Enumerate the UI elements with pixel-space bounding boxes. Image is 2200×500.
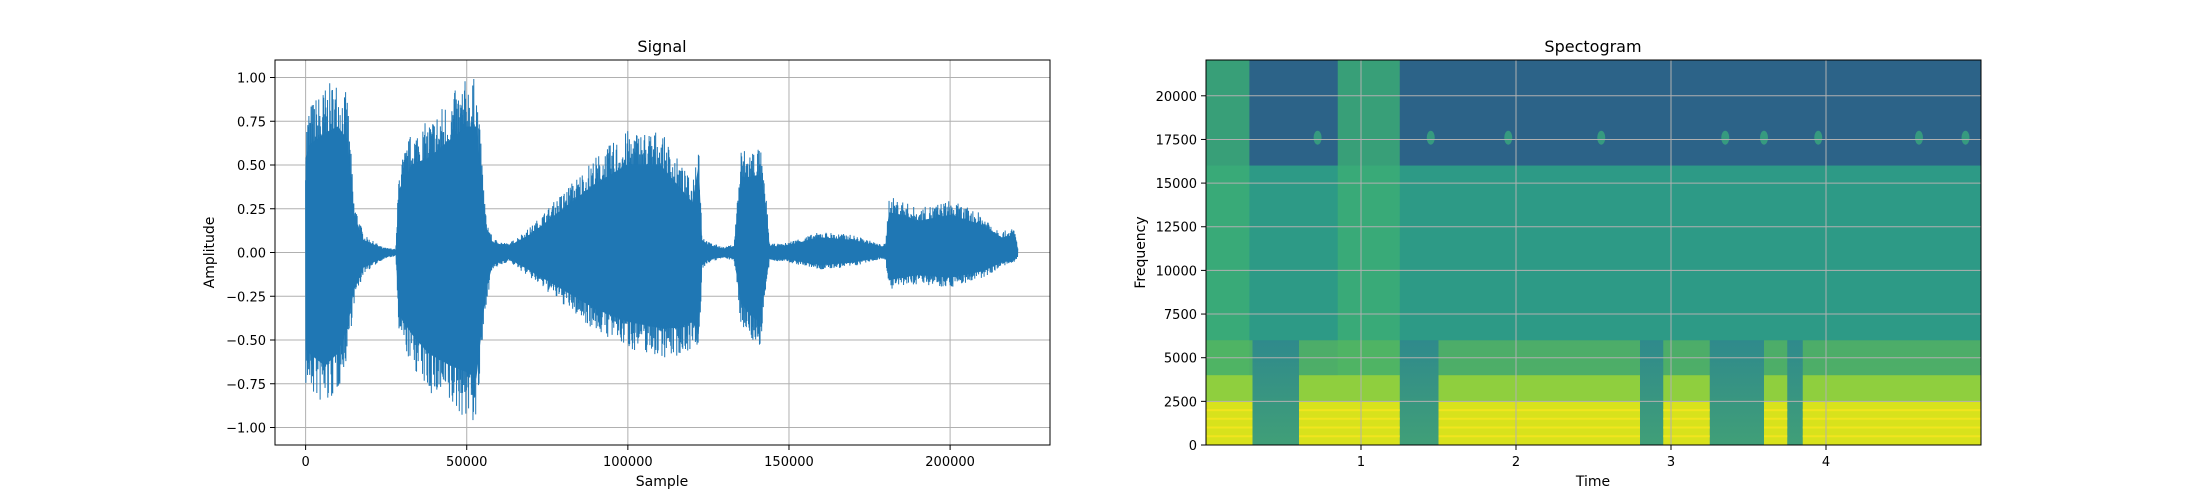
signal-y-tick-label: −0.25 bbox=[226, 290, 266, 305]
signal-plot-area bbox=[305, 78, 1019, 421]
spectrogram-speckle bbox=[1961, 130, 1970, 145]
signal-y-ticks: 1.00 0.75 0.50 0.25 0.00 −0.25 −0.50 −0.75 −1.00 bbox=[226, 72, 275, 437]
spectrogram-voiced-band-low bbox=[1663, 401, 1710, 445]
spectrogram-panel: Spectogram 1 2 3 4 0 2500 5000 7500 10000 12500 1… bbox=[1133, 37, 1982, 490]
signal-x-tick-label: 150000 bbox=[764, 455, 814, 470]
spectrogram-y-tick-label: 15000 bbox=[1156, 177, 1197, 192]
signal-panel: Signal 0 50000 100000 150000 200000 1.00 0.75… bbox=[202, 37, 1051, 490]
spectrogram-title: Spectogram bbox=[1544, 37, 1641, 56]
spectrogram-y-tick-label: 17500 bbox=[1156, 133, 1197, 148]
signal-y-tick-label: 0.50 bbox=[237, 159, 266, 174]
signal-y-tick-label: −1.00 bbox=[226, 422, 266, 437]
signal-y-tick-label: −0.75 bbox=[226, 378, 266, 393]
spectrogram-voiced-band-mid bbox=[1438, 375, 1640, 402]
spectrogram-heatmap bbox=[1206, 60, 1981, 445]
spectrogram-y-ticks: 0 2500 5000 7500 10000 12500 15000 17500 20000 bbox=[1156, 90, 1206, 454]
spectrogram-y-tick-label: 20000 bbox=[1156, 90, 1197, 105]
spectrogram-axes-frame bbox=[1205, 59, 1982, 446]
signal-y-tick-label: 0.75 bbox=[237, 115, 266, 130]
spectrogram-voiced-band-low bbox=[1764, 401, 1788, 445]
spectrogram-speckle bbox=[1313, 130, 1322, 145]
spectrogram-voiced-band-low bbox=[1206, 401, 1253, 445]
signal-x-tick-label: 200000 bbox=[925, 455, 975, 470]
signal-x-label: Sample bbox=[636, 474, 689, 490]
spectrogram-speckle bbox=[1814, 130, 1823, 145]
spectrogram-y-tick-label: 2500 bbox=[1164, 395, 1197, 410]
signal-y-tick-label: 0.00 bbox=[237, 247, 266, 262]
spectrogram-y-tick-label: 7500 bbox=[1164, 308, 1197, 323]
signal-x-tick-label: 0 bbox=[301, 455, 309, 470]
signal-y-label: Amplitude bbox=[202, 217, 218, 289]
spectrogram-voiced-band-mid bbox=[1764, 375, 1788, 402]
spectrogram-grid bbox=[1206, 60, 1981, 446]
spectrogram-voiced-band-mid bbox=[1802, 375, 1981, 402]
spectrogram-x-ticks: 1 2 3 4 bbox=[1357, 445, 1830, 470]
spectrogram-speckle bbox=[1597, 130, 1606, 145]
spectrogram-speckle bbox=[1721, 130, 1730, 145]
signal-x-ticks: 0 50000 100000 150000 200000 bbox=[301, 445, 975, 470]
spectrogram-x-tick-label: 1 bbox=[1357, 455, 1365, 470]
spectrogram-x-tick-label: 4 bbox=[1822, 455, 1830, 470]
spectrogram-high-band bbox=[1206, 60, 1981, 166]
spectrogram-voiced-band-mid bbox=[1299, 375, 1400, 402]
spectrogram-x-tick-label: 2 bbox=[1512, 455, 1520, 470]
spectrogram-y-label: Frequency bbox=[1133, 216, 1149, 288]
spectrogram-speckle bbox=[1504, 130, 1513, 145]
signal-x-tick-label: 100000 bbox=[603, 455, 653, 470]
spectrogram-speckle bbox=[1915, 130, 1923, 145]
signal-title: Signal bbox=[637, 37, 686, 56]
signal-y-tick-label: 1.00 bbox=[237, 72, 266, 87]
spectrogram-voiced-band-mid bbox=[1206, 375, 1253, 402]
signal-x-tick-label: 50000 bbox=[446, 455, 487, 470]
spectrogram-voiced-band-low bbox=[1299, 401, 1400, 445]
signal-y-tick-label: 0.25 bbox=[237, 203, 266, 218]
signal-y-tick-label: −0.50 bbox=[226, 334, 266, 349]
spectrogram-y-tick-label: 0 bbox=[1189, 439, 1197, 454]
spectrogram-x-label: Time bbox=[1575, 474, 1610, 490]
signal-envelope-fill bbox=[305, 126, 1018, 379]
spectrogram-voiced-band-mid bbox=[1663, 375, 1710, 402]
spectrogram-x-tick-label: 3 bbox=[1667, 455, 1675, 470]
spectrogram-speckle bbox=[1760, 130, 1768, 145]
spectrogram-y-tick-label: 5000 bbox=[1164, 352, 1197, 367]
spectrogram-upper-mid-band bbox=[1206, 165, 1981, 341]
spectrogram-y-tick-label: 12500 bbox=[1156, 221, 1197, 236]
spectrogram-voiced-band-low bbox=[1802, 401, 1981, 445]
spectrogram-y-tick-label: 10000 bbox=[1156, 264, 1197, 279]
spectrogram-voiced-band-low bbox=[1438, 401, 1640, 445]
spectrogram-speckle bbox=[1426, 130, 1435, 145]
